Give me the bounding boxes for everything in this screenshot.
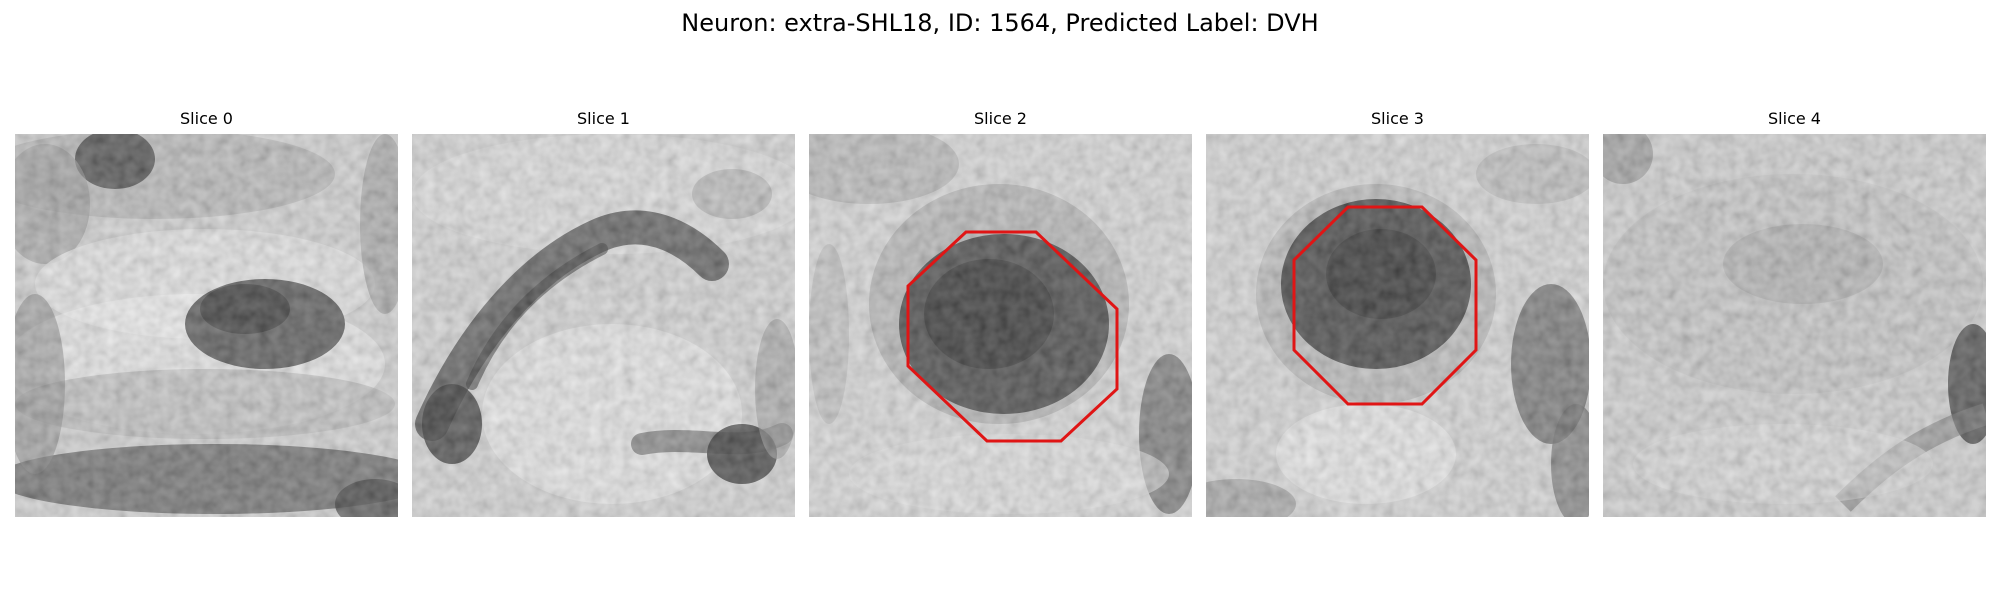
slice-image-4 [1603, 134, 1986, 517]
slice-title-4: Slice 4 [1768, 109, 1821, 128]
slice-panel-3: Slice 3 [1206, 108, 1589, 518]
figure-title: Neuron: extra-SHL18, ID: 1564, Predicted… [681, 9, 1319, 37]
slice-panel-4: Slice 4 [1603, 108, 1986, 518]
slice-panel-2: Slice 2 [809, 108, 1192, 518]
slice-image-1 [412, 134, 795, 517]
slice-title-2: Slice 2 [974, 109, 1027, 128]
slice-image-2 [809, 134, 1192, 517]
slice-panel-1: Slice 1 [412, 108, 795, 518]
slice-title-0: Slice 0 [180, 109, 233, 128]
roi-outline-3 [1292, 205, 1478, 406]
slice-image-0 [15, 134, 398, 517]
slice-image-3 [1206, 134, 1589, 517]
slice-panel-0: Slice 0 [15, 108, 398, 518]
roi-outline-2 [906, 230, 1119, 443]
slice-title-1: Slice 1 [577, 109, 630, 128]
slice-title-3: Slice 3 [1371, 109, 1424, 128]
